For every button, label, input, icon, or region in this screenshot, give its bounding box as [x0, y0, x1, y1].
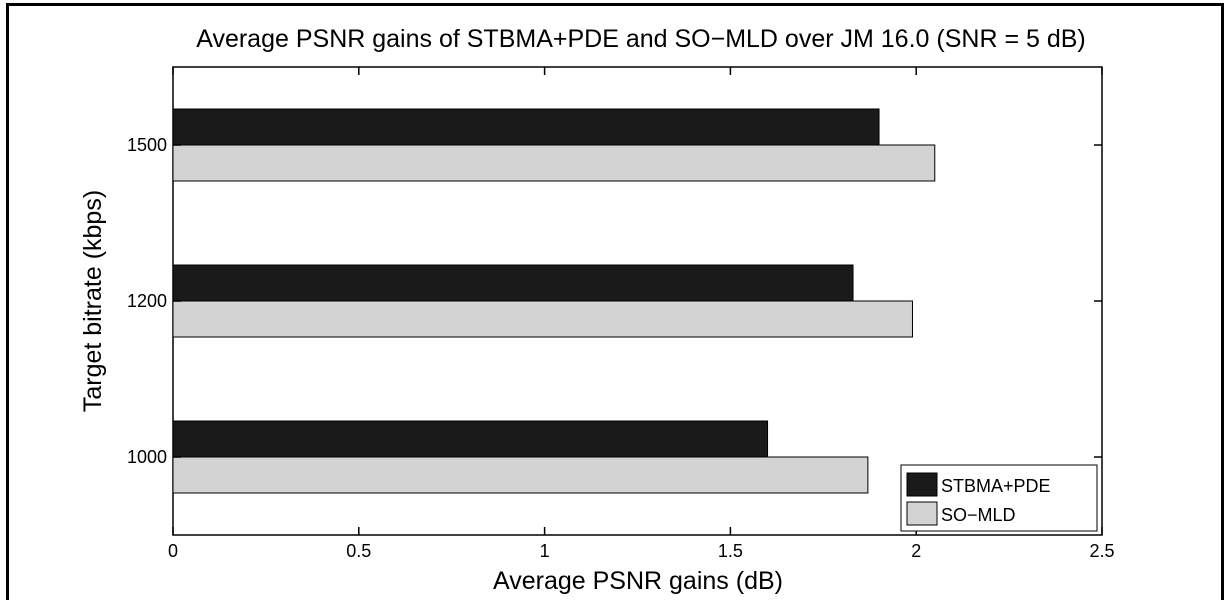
bar-so-mld-1500: [172, 144, 936, 182]
bar-so-mld-1000: [172, 456, 869, 494]
ticks-layer: 1000 1200 1500 0 0.5 1 1.5 2 2.5: [127, 67, 1115, 561]
y-axis-label: Target bitrate (kbps): [79, 190, 107, 412]
chart-title: Average PSNR gains of STBMA+PDE and SO−M…: [196, 25, 1086, 53]
x-tick-label-2: 2: [911, 541, 921, 561]
bar-stbma-pde-1200: [172, 264, 854, 302]
legend: STBMA+PDE SO−MLD: [900, 464, 1098, 532]
bar-stbma-pde-1500: [172, 108, 880, 146]
x-axis-label: Average PSNR gains (dB): [493, 567, 783, 595]
bar-so-mld-1200: [172, 300, 913, 338]
x-tick-label-1-5: 1.5: [718, 541, 743, 561]
x-tick-label-1: 1: [540, 541, 550, 561]
y-tick-label-1000: 1000: [127, 447, 167, 467]
figure-frame: [6, 3, 1224, 600]
y-tick-label-1500: 1500: [127, 135, 167, 155]
bars-layer: [172, 108, 936, 494]
bar-stbma-pde-1000: [172, 420, 769, 458]
x-tick-label-0: 0: [168, 541, 178, 561]
legend-label-stbma-pde: STBMA+PDE: [941, 476, 1051, 496]
y-tick-label-1200: 1200: [127, 291, 167, 311]
legend-label-so-mld: SO−MLD: [941, 505, 1016, 525]
legend-swatch-stbma-pde: [906, 472, 938, 497]
x-tick-label-0-5: 0.5: [346, 541, 371, 561]
x-tick-label-2-5: 2.5: [1089, 541, 1114, 561]
legend-swatch-so-mld: [906, 501, 938, 526]
